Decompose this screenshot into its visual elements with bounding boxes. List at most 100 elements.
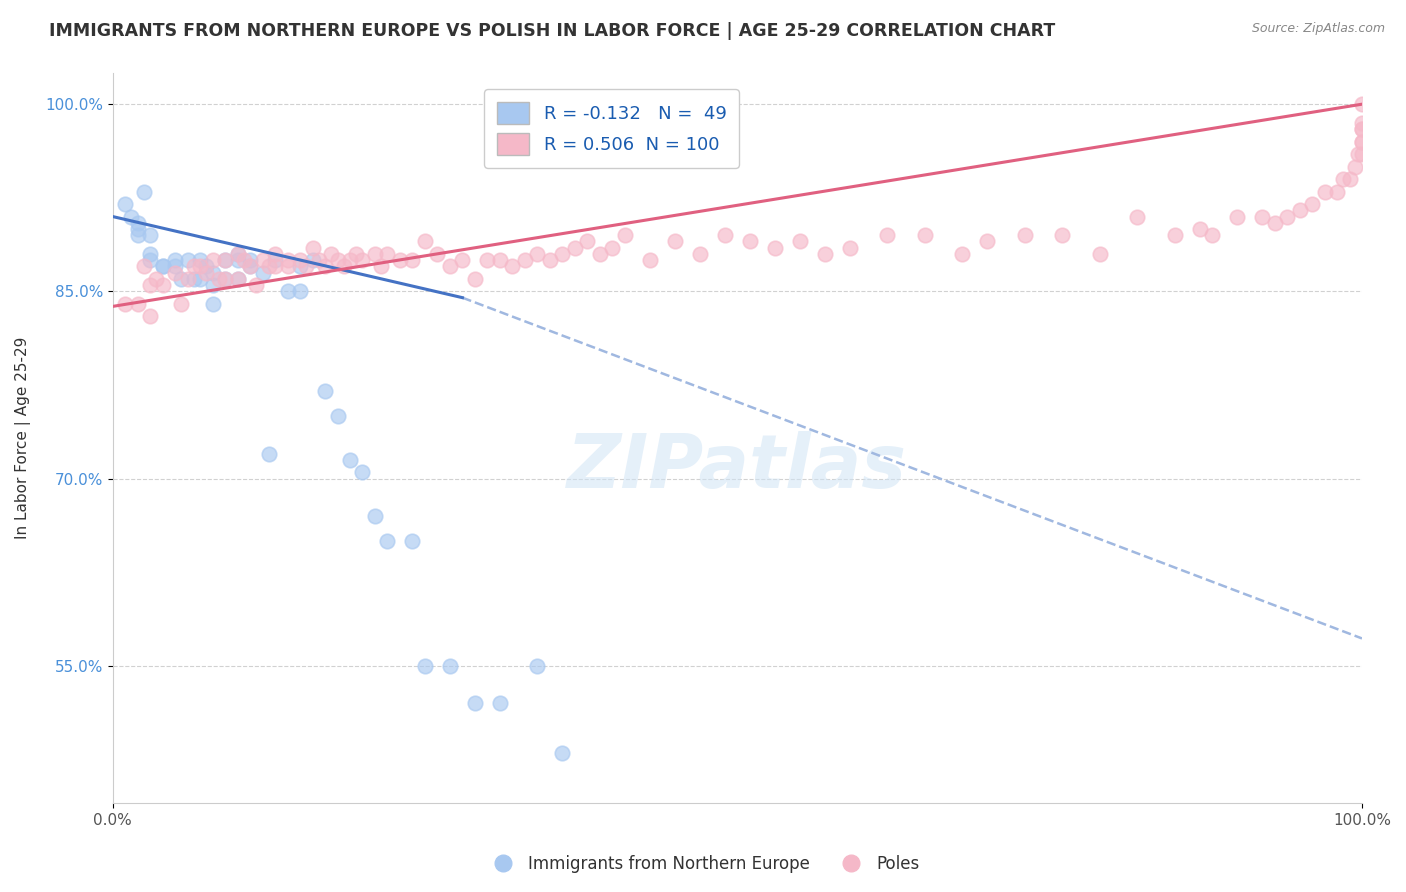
Point (183, 260, 205, 274)
Y-axis label: In Labor Force | Age 25-29: In Labor Force | Age 25-29 (15, 337, 31, 540)
Point (576, 235, 599, 249)
Point (339, 253, 361, 268)
Point (1126, 210, 1149, 224)
Point (370, 260, 392, 274)
Point (413, 659, 436, 673)
Point (201, 297, 224, 311)
Point (352, 466, 374, 480)
Point (1201, 228, 1223, 243)
Point (477, 253, 499, 268)
Point (551, 247, 574, 261)
Point (426, 247, 449, 261)
Point (439, 659, 461, 673)
Point (245, 278, 267, 293)
Point (165, 260, 187, 274)
Point (1339, 172, 1361, 186)
Point (364, 509, 387, 524)
Point (170, 297, 193, 311)
Point (413, 235, 436, 249)
Point (377, 247, 399, 261)
Point (165, 266, 187, 280)
Point (152, 278, 174, 293)
Point (1351, 122, 1374, 136)
Point (257, 260, 280, 274)
Point (239, 260, 262, 274)
Point (252, 253, 274, 268)
Point (165, 253, 187, 268)
Point (352, 253, 374, 268)
Point (257, 447, 280, 461)
Point (170, 272, 193, 286)
Point (239, 260, 262, 274)
Point (1351, 135, 1374, 149)
Point (276, 253, 298, 268)
Point (1351, 122, 1374, 136)
Point (914, 228, 936, 243)
Point (501, 260, 523, 274)
Point (1275, 210, 1298, 224)
Point (264, 247, 287, 261)
Point (489, 253, 512, 268)
Point (526, 659, 548, 673)
Point (276, 260, 298, 274)
Point (344, 247, 367, 261)
Point (152, 260, 174, 274)
Point (232, 253, 254, 268)
Point (114, 297, 136, 311)
Point (226, 272, 249, 286)
Point (326, 253, 349, 268)
Point (388, 253, 411, 268)
Point (145, 272, 167, 286)
Point (288, 253, 311, 268)
Point (127, 216, 149, 230)
Point (176, 272, 198, 286)
Point (1226, 210, 1249, 224)
Point (214, 272, 236, 286)
Point (226, 272, 249, 286)
Point (226, 253, 249, 268)
Point (195, 266, 218, 280)
Point (364, 247, 387, 261)
Point (1331, 172, 1354, 186)
Point (226, 247, 249, 261)
Point (1163, 228, 1185, 243)
Point (1351, 116, 1374, 130)
Point (513, 253, 536, 268)
Point (201, 266, 224, 280)
Point (1301, 197, 1323, 211)
Point (201, 278, 224, 293)
Point (377, 534, 399, 549)
Point (401, 253, 423, 268)
Point (1347, 147, 1369, 161)
Point (188, 253, 211, 268)
Point (814, 247, 837, 261)
Point (127, 297, 149, 311)
Point (201, 253, 224, 268)
Point (308, 253, 330, 268)
Point (288, 260, 311, 274)
Point (252, 266, 274, 280)
Point (295, 260, 318, 274)
Point (139, 253, 162, 268)
Point (139, 310, 162, 324)
Point (120, 210, 142, 224)
Point (214, 253, 236, 268)
Point (738, 235, 761, 249)
Point (301, 241, 323, 255)
Point (638, 253, 661, 268)
Text: ZIPatlas: ZIPatlas (567, 431, 907, 504)
Point (1288, 203, 1310, 218)
Point (321, 247, 343, 261)
Point (664, 235, 686, 249)
Point (526, 247, 548, 261)
Point (1014, 228, 1036, 243)
Point (139, 278, 162, 293)
Point (564, 241, 586, 255)
Point (139, 228, 162, 243)
Point (214, 253, 236, 268)
Point (226, 247, 249, 261)
Point (551, 746, 574, 760)
Point (114, 197, 136, 211)
Point (976, 235, 998, 249)
Text: IMMIGRANTS FROM NORTHERN EUROPE VS POLISH IN LABOR FORCE | AGE 25-29 CORRELATION: IMMIGRANTS FROM NORTHERN EUROPE VS POLIS… (49, 22, 1056, 40)
